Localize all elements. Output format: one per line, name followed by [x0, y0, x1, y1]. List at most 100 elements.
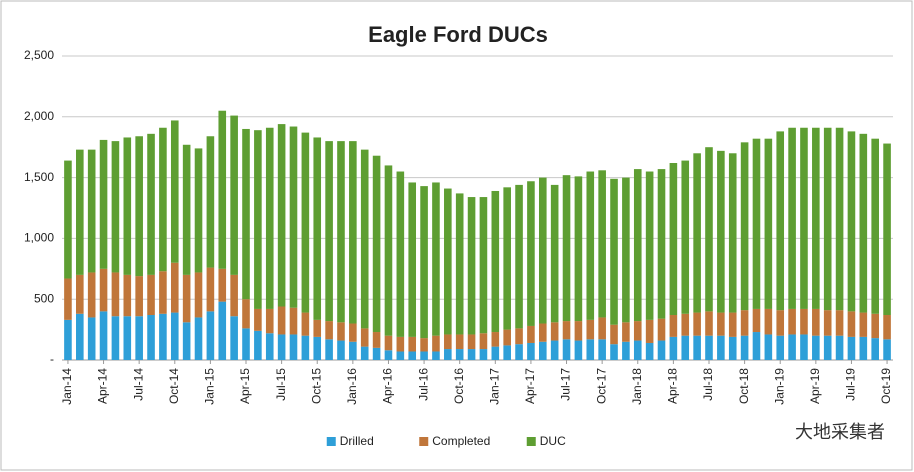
bar-segment [467, 197, 476, 335]
bar-segment [230, 115, 238, 275]
bar-segment [550, 340, 559, 360]
bar-segment [111, 272, 120, 317]
bar-segment [159, 313, 167, 360]
bar-segment [289, 307, 298, 335]
bar-segment [396, 351, 405, 360]
bar-segment [182, 322, 191, 360]
bar-segment [301, 335, 310, 360]
x-tick-label: Oct-17 [594, 368, 608, 404]
bar-segment [883, 315, 891, 340]
bar-segment [182, 274, 191, 323]
y-tick-label: 1,000 [24, 231, 54, 245]
bar-segment [408, 351, 417, 360]
bar-segment [693, 312, 701, 336]
bar-segment [111, 141, 120, 273]
x-tick-label: Oct-18 [737, 368, 751, 404]
bar-segment [135, 136, 143, 277]
legend-swatch [526, 437, 536, 446]
bar-segment [265, 127, 274, 309]
bar-segment [705, 311, 713, 336]
x-tick-label: Jul-18 [701, 368, 715, 401]
bar-segment [728, 336, 737, 360]
bar-segment [823, 310, 832, 336]
bar-segment [194, 272, 203, 318]
bar-segment [491, 332, 500, 347]
bar-segment [242, 128, 250, 300]
bar-segment [835, 335, 844, 360]
bar-segment [823, 335, 832, 360]
x-tick-label: Apr-17 [523, 368, 537, 404]
bar-segment [444, 334, 452, 350]
bar-segment [610, 178, 618, 325]
bar-segment [432, 182, 440, 336]
bar-segment [313, 336, 322, 360]
bar-segment [800, 127, 808, 309]
bar-segment [64, 278, 72, 320]
bar-segment [360, 328, 369, 347]
bar-segment [598, 317, 606, 340]
x-tick-label: Apr-19 [808, 368, 822, 404]
bar-segment [218, 110, 227, 269]
bar-segment [527, 325, 535, 343]
bar-segment [76, 149, 84, 275]
bar-segment [550, 184, 559, 323]
bar-segment [135, 276, 143, 317]
bar-segment [242, 299, 250, 329]
bar-segment [325, 141, 333, 322]
bar-segment [384, 335, 393, 351]
bar-segment [550, 322, 559, 341]
bar-segment [538, 341, 547, 360]
bar-segment [717, 335, 725, 360]
x-tick-label: Jan-19 [772, 368, 786, 405]
bar-segment [835, 310, 844, 336]
bar-segment [669, 336, 678, 360]
bar-segment [64, 319, 72, 360]
bar-segment [847, 131, 856, 312]
x-tick-label: Jul-19 [844, 368, 858, 401]
bar-segment [372, 155, 381, 333]
bar-segment [515, 344, 523, 360]
x-tick-label: Jan-18 [630, 368, 644, 405]
bar-segment [562, 321, 571, 340]
bar-segment [254, 308, 262, 331]
bar-segment [574, 176, 583, 322]
legend-swatch [419, 437, 429, 446]
bar-segment [491, 190, 500, 333]
bar-segment [277, 306, 286, 335]
bar-segment [847, 336, 856, 360]
bar-segment [64, 160, 72, 279]
bar-segment [170, 120, 179, 263]
bar-segment [586, 171, 595, 320]
bar-segment [170, 312, 179, 360]
bar-segment [135, 316, 143, 360]
bar-segment [823, 127, 832, 311]
bar-segment [420, 338, 428, 352]
bar-segment [693, 335, 701, 360]
bar-segment [194, 317, 203, 360]
bar-segment [337, 322, 345, 341]
bar-segment [503, 187, 511, 330]
bar-segment [123, 274, 132, 317]
bar-segment [788, 334, 796, 360]
bar-segment [337, 141, 345, 323]
y-tick-label: 1,500 [24, 170, 54, 184]
bar-segment [871, 313, 879, 339]
bar-segment [705, 147, 713, 312]
bar-segment [170, 262, 179, 313]
bar-segment [740, 310, 749, 336]
bar-segment [788, 127, 796, 309]
bar-segment [467, 334, 476, 350]
x-tick-label: Apr-18 [666, 368, 680, 404]
bar-segment [159, 271, 167, 314]
bar-segment [669, 163, 678, 316]
bar-segment [657, 340, 666, 360]
watermark: 大地采集者 [795, 422, 885, 442]
bar-segment [123, 316, 132, 360]
bar-segment [372, 347, 381, 360]
bar-segment [218, 268, 227, 302]
bar-segment [717, 150, 725, 313]
x-tick-label: Oct-16 [452, 368, 466, 404]
bar-segment [349, 341, 357, 360]
bar-segment [99, 139, 108, 269]
